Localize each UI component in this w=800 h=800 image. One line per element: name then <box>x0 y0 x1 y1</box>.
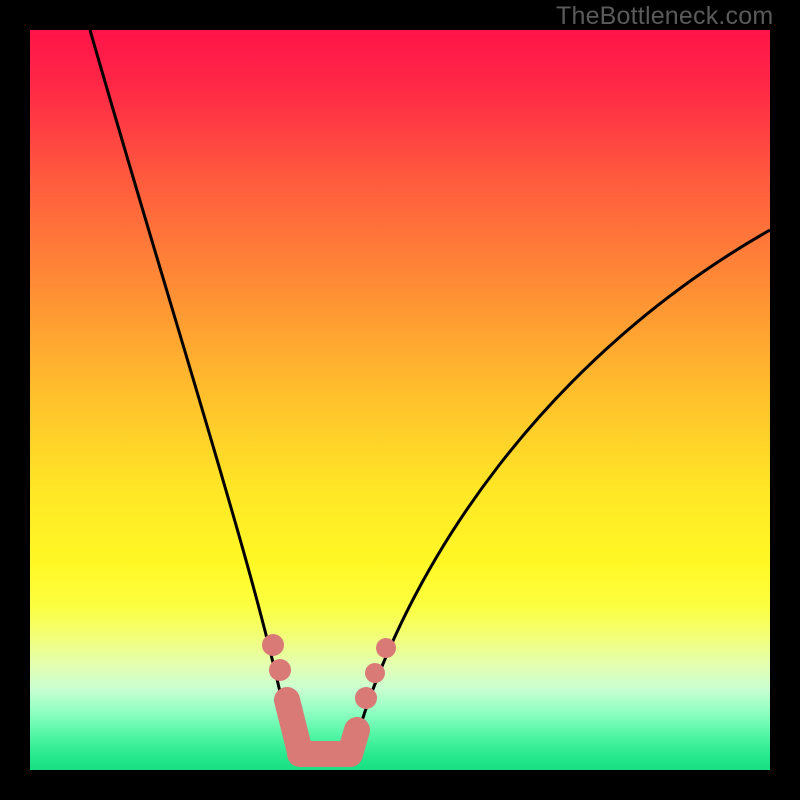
curve-overlay <box>30 30 770 770</box>
plot-area <box>30 30 770 770</box>
watermark-text: TheBottleneck.com <box>556 2 773 31</box>
chart-frame: TheBottleneck.com <box>0 0 800 800</box>
